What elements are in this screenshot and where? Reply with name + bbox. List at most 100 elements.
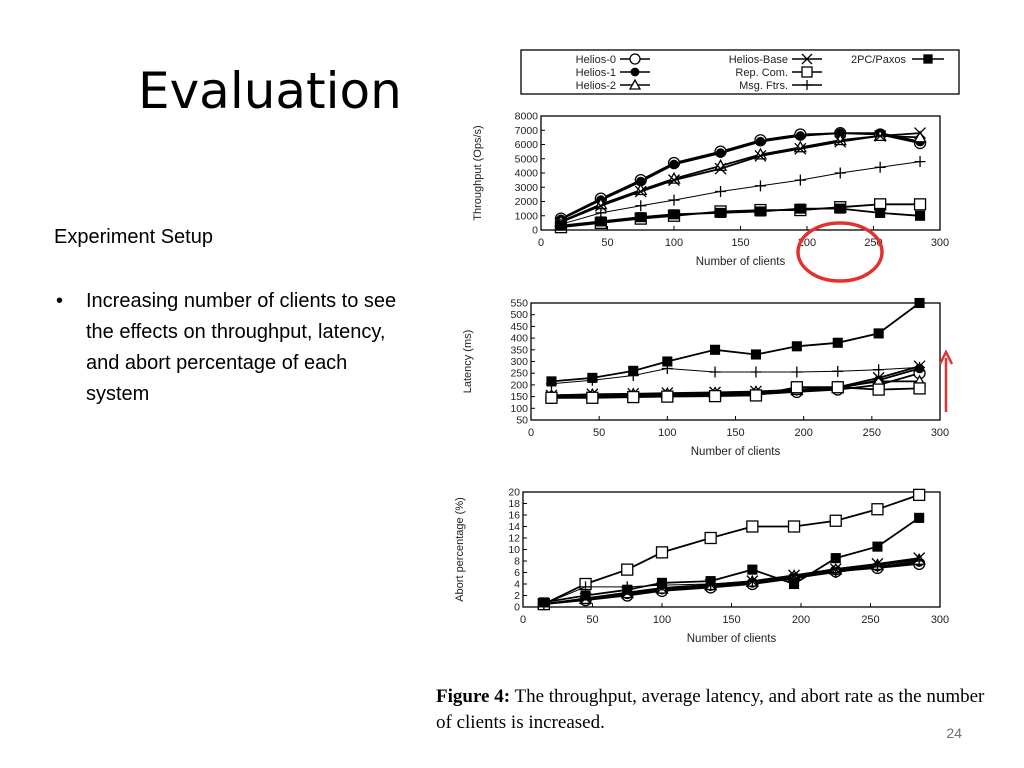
- data-point-helios-base-marker: [594, 199, 607, 212]
- y-tick-label: 6: [514, 567, 520, 579]
- data-point-2pc-paxos-marker: [580, 590, 591, 601]
- legend-item-helios-0: Helios-0: [576, 53, 650, 66]
- y-tick-label: 6000: [515, 139, 539, 151]
- y-tick-label: 400: [510, 333, 528, 345]
- data-point-2pc-paxos-marker: [872, 541, 883, 552]
- annotations: [796, 221, 954, 412]
- x-tick-label: 0: [520, 614, 526, 626]
- legend-helios-0-marker: [629, 53, 641, 65]
- x-tick-label: 300: [931, 614, 949, 626]
- y-tick-label: 2: [514, 590, 520, 602]
- data-point-2pc-paxos-marker: [747, 564, 758, 575]
- legend-item-helios-1: Helios-1: [576, 67, 650, 79]
- y-tick-label: 4: [514, 579, 520, 591]
- data-point-helios-base-marker: [914, 127, 927, 140]
- data-point-2pc-paxos-marker: [555, 220, 566, 231]
- x-tick-label: 100: [665, 237, 683, 249]
- data-point-2pc-paxos-marker: [710, 344, 721, 355]
- data-point-helios-base-marker: [834, 135, 847, 148]
- x-axis-label: Number of clients: [691, 446, 781, 458]
- data-point-2pc-paxos-marker: [595, 216, 606, 227]
- bullet-list: • Increasing number of clients to see th…: [54, 286, 414, 410]
- data-point-helios-base-marker: [668, 174, 680, 187]
- data-point-helios-base-marker: [874, 129, 887, 142]
- x-tick-label: 50: [593, 427, 605, 439]
- y-tick-label: 500: [510, 309, 528, 321]
- data-point-rep-com-marker: [545, 391, 558, 404]
- y-axis-label: Throughput (Ops/s): [472, 125, 484, 220]
- series-line-helios-1: [560, 132, 921, 221]
- data-point-2pc-paxos-marker: [835, 203, 846, 214]
- data-point-rep-com-marker: [704, 531, 717, 545]
- data-point-2pc-paxos-marker: [795, 203, 806, 214]
- y-tick-label: 10: [508, 544, 520, 556]
- series-line-helios-base: [543, 557, 920, 605]
- data-point-2pc-paxos-marker: [668, 209, 680, 220]
- slide-title: Evaluation: [138, 62, 402, 120]
- x-tick-label: 200: [794, 427, 812, 439]
- x-tick-label: 300: [931, 427, 949, 439]
- y-tick-label: 1000: [515, 210, 539, 222]
- data-point-2pc-paxos-marker: [628, 365, 639, 376]
- data-point-2pc-paxos-marker: [662, 356, 673, 367]
- data-point-helios-base-marker: [794, 142, 807, 155]
- legend-item-helios-2: Helios-2: [576, 78, 650, 92]
- setup-heading: Experiment Setup: [54, 226, 213, 248]
- x-tick-label: 0: [528, 427, 534, 439]
- x-tick-label: 150: [726, 427, 744, 439]
- y-tick-label: 150: [510, 391, 528, 403]
- series-line-2pc-paxos: [551, 302, 921, 383]
- y-axis-label: Abort percentage (%): [454, 497, 466, 602]
- up-arrow-icon: [938, 349, 954, 365]
- caption-label: Figure 4:: [436, 686, 511, 707]
- caption-text: The throughput, average latency, and abo…: [436, 686, 985, 733]
- x-tick-label: 250: [863, 427, 881, 439]
- data-point-rep-com-marker: [829, 514, 842, 527]
- y-tick-label: 250: [510, 368, 528, 380]
- series-line-msg-ftrs: [560, 161, 921, 225]
- x-tick-label: 50: [586, 614, 598, 626]
- data-point-2pc-paxos-marker: [635, 212, 646, 223]
- data-point-rep-com-marker: [655, 546, 669, 559]
- y-tick-label: 550: [510, 298, 528, 310]
- series-2pc-paxos: [546, 297, 925, 387]
- x-tick-label: 250: [861, 614, 879, 626]
- legend-frame: [520, 49, 960, 95]
- data-point-helios-base-marker: [714, 162, 727, 175]
- data-point-2pc-paxos-marker: [789, 578, 800, 590]
- y-tick-label: 50: [516, 415, 528, 427]
- x-tick-label: 50: [601, 237, 613, 249]
- data-point-2pc-paxos-marker: [791, 341, 802, 352]
- x-tick-label: 150: [731, 237, 749, 249]
- legend-label: Helios-Base: [729, 54, 788, 66]
- data-point-helios-base-marker: [634, 185, 647, 198]
- legend-helios-2-marker: [628, 78, 642, 90]
- series-line-rep-com: [560, 203, 920, 229]
- data-point-2pc-paxos-marker: [832, 337, 843, 348]
- x-tick-label: 150: [722, 614, 740, 626]
- x-axis-label: Number of clients: [696, 256, 786, 268]
- data-point-2pc-paxos-marker: [705, 576, 716, 587]
- data-point-helios-1-marker: [669, 159, 679, 170]
- data-point-rep-com-marker: [913, 382, 926, 395]
- data-point-msg-ftrs-marker: [914, 156, 926, 168]
- series-2pc-paxos: [538, 512, 925, 608]
- data-point-2pc-paxos-marker: [622, 584, 633, 595]
- legend-2pc-paxos-marker: [923, 54, 933, 64]
- legend-helios-base-marker: [801, 53, 813, 65]
- data-point-msg-ftrs-marker: [871, 561, 883, 573]
- y-tick-label: 200: [510, 379, 528, 391]
- data-point-helios-1-marker: [795, 131, 806, 141]
- y-tick-label: 300: [510, 356, 528, 368]
- data-point-helios-base-marker: [754, 149, 767, 162]
- data-point-rep-com-marker: [913, 488, 926, 502]
- data-point-msg-ftrs-marker: [913, 555, 925, 567]
- data-point-rep-com-marker: [790, 381, 803, 394]
- data-point-msg-ftrs-marker: [709, 366, 721, 378]
- data-point-helios-2-marker: [913, 130, 927, 143]
- y-tick-label: 7000: [515, 125, 539, 137]
- data-point-2pc-paxos-marker: [538, 597, 549, 608]
